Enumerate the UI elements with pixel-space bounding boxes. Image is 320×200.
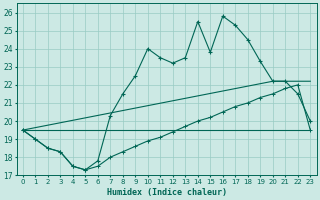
X-axis label: Humidex (Indice chaleur): Humidex (Indice chaleur) <box>107 188 227 197</box>
